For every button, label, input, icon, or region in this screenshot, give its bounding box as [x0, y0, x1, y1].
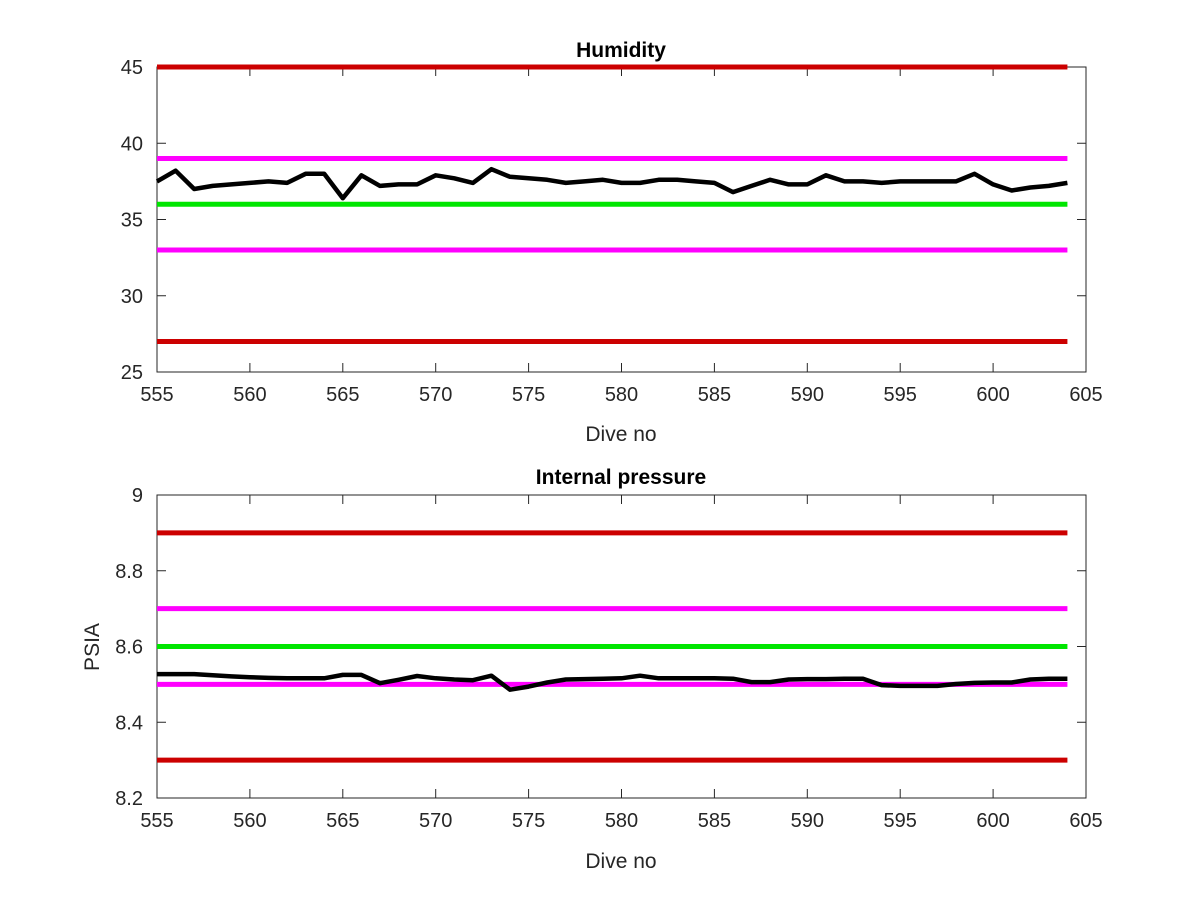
x-axis-label: Dive no [585, 423, 656, 446]
x-tick-label: 555 [140, 384, 173, 406]
x-tick-label: 590 [791, 810, 824, 832]
series-line [157, 671, 1068, 692]
y-tick-label: 40 [121, 133, 143, 155]
y-tick-label: 8.4 [115, 712, 143, 734]
series-line [155, 166, 1068, 201]
chart-title: Internal pressure [536, 466, 706, 489]
x-axis-label: Dive no [585, 850, 656, 873]
x-tick-label: 580 [605, 384, 638, 406]
x-tick-label: 600 [976, 384, 1009, 406]
x-tick-label: 605 [1069, 384, 1102, 406]
y-tick-label: 30 [121, 286, 143, 308]
plot-area: 555 560 565 570 575 580 585 590 595 600 605 8.2 8.4 8… [115, 485, 1103, 832]
x-tick-label: 585 [698, 384, 731, 406]
y-tick-label: 25 [121, 362, 143, 384]
x-tick-label: 560 [233, 384, 266, 406]
x-tick-label: 560 [233, 810, 266, 832]
x-tick-label: 555 [140, 810, 173, 832]
x-tick-label: 595 [884, 384, 917, 406]
x-tick-label: 575 [512, 810, 545, 832]
x-tick-label: 565 [326, 810, 359, 832]
x-tick-label: 575 [512, 384, 545, 406]
y-tick-label: 9 [132, 485, 143, 507]
x-tick-label: 580 [605, 810, 638, 832]
axes-box [156, 66, 1087, 373]
x-tick-label: 565 [326, 384, 359, 406]
x-tick-label: 595 [884, 810, 917, 832]
x-tick-label: 570 [419, 384, 452, 406]
internal-pressure-plot: 555 560 565 570 575 580 585 590 595 600 605 8.2 8.4 8… [81, 466, 1103, 873]
humidity-plot: 555 560 565 570 575 580 585 590 595 600 605 25 30 35 4… [121, 39, 1103, 446]
chart-title: Humidity [576, 39, 666, 62]
x-tick-label: 570 [419, 810, 452, 832]
y-tick-label: 8.6 [115, 637, 143, 659]
y-axis-label: PSIA [81, 623, 104, 671]
x-tick-label: 585 [698, 810, 731, 832]
x-tick-label: 605 [1069, 810, 1102, 832]
y-tick-label: 35 [121, 210, 143, 232]
y-tick-label: 8.2 [115, 788, 143, 810]
y-tick-label: 45 [121, 57, 143, 79]
y-tick-label: 8.8 [115, 561, 143, 583]
plot-area: 555 560 565 570 575 580 585 590 595 600 605 25 30 35 4… [121, 57, 1103, 406]
x-tick-label: 590 [791, 384, 824, 406]
x-tick-label: 600 [976, 810, 1009, 832]
